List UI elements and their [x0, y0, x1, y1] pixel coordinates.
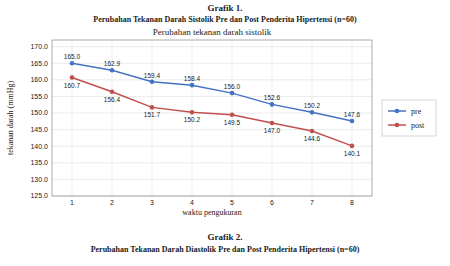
data-label: 150.2	[184, 116, 201, 123]
x-tick-label: 4	[190, 199, 194, 206]
data-label: 140.1	[344, 150, 361, 157]
grid-line-y	[52, 63, 372, 64]
data-label: 144.6	[304, 135, 321, 142]
data-label: 156.0	[224, 83, 241, 90]
data-label: 151.7	[144, 111, 161, 118]
series-point	[110, 68, 115, 73]
x-tick-label: 1	[70, 199, 74, 206]
series-point	[190, 83, 195, 88]
grid-line-x	[352, 40, 353, 196]
chart-title: Perubahan tekanan darah sistolik	[153, 27, 272, 37]
series-point	[190, 110, 195, 115]
series-point	[230, 91, 235, 96]
series-point	[350, 144, 355, 149]
page-subtitle: Perubahan Tekanan Darah Sistolik Pre dan…	[93, 15, 357, 24]
grid-line-x	[272, 40, 273, 196]
data-label: 150.2	[304, 102, 321, 109]
grid-line-y	[52, 96, 372, 97]
series-point	[230, 112, 235, 117]
grid-line-y	[52, 146, 372, 147]
series-point	[70, 75, 75, 80]
series-line	[72, 78, 352, 146]
series-point	[310, 110, 315, 115]
series-point	[150, 105, 155, 110]
page-title: Grafik 1.	[208, 3, 243, 13]
y-axis-label: tekanan darah (mmHg)	[6, 81, 15, 156]
legend-label: post	[411, 121, 425, 130]
data-label: 156.4	[104, 96, 121, 103]
legend-marker	[395, 123, 400, 128]
data-labels: 165.0 162.9 159.4 158.4 156.0 152.6 150.2 147.6…	[64, 53, 361, 157]
x-tick-label: 8	[350, 199, 354, 206]
x-tick-label: 2	[110, 199, 114, 206]
x-tick-label: 5	[230, 199, 234, 206]
series-point	[270, 102, 275, 107]
plot-area	[52, 40, 372, 196]
y-tick-label: 170.0	[30, 43, 48, 50]
x-tick-label: 6	[270, 199, 274, 206]
grid-line-x	[312, 40, 313, 196]
grid-line-y	[52, 129, 372, 130]
footer-text: Grafik 2.	[208, 232, 243, 242]
x-tick-label: 7	[310, 199, 314, 206]
data-label: 149.5	[224, 119, 241, 126]
grid-line-y	[52, 162, 372, 163]
chart: Grafik 1. Perubahan Tekanan Darah Sistoli…	[0, 0, 450, 266]
y-tick-label: 150.0	[30, 109, 48, 116]
grid	[52, 40, 372, 196]
y-tick-label: 155.0	[30, 93, 48, 100]
series-point	[110, 89, 115, 94]
y-tick-label: 165.0	[30, 60, 48, 67]
legend: pre post	[382, 100, 436, 136]
plot-frame	[52, 40, 372, 196]
data-label: 152.6	[264, 94, 281, 101]
y-tick-label: 135.0	[30, 159, 48, 166]
y-tick-label: 140.0	[30, 143, 48, 150]
data-label: 147.0	[264, 127, 281, 134]
series-point	[270, 121, 275, 126]
data-label: 159.4	[144, 72, 161, 79]
data-label: 147.6	[344, 111, 361, 118]
series-point	[70, 61, 75, 66]
series-point	[310, 129, 315, 134]
series-point	[150, 80, 155, 85]
series-line	[72, 63, 352, 121]
legend-label: pre	[411, 107, 422, 116]
data-label: 160.7	[64, 82, 81, 89]
grid-line-y	[52, 179, 372, 180]
legend-marker	[395, 109, 400, 114]
x-tick-label: 3	[150, 199, 154, 206]
data-label: 158.4	[184, 75, 201, 82]
marks	[70, 61, 355, 148]
y-tick-label: 160.0	[30, 76, 48, 83]
grid-line-y	[52, 46, 372, 47]
legend-box	[382, 100, 436, 136]
x-axis-label: waktu pengukuran	[182, 208, 241, 217]
y-tick-label: 130.0	[30, 176, 48, 183]
series-point	[350, 119, 355, 124]
grid-line-y	[52, 79, 372, 80]
data-label: 162.9	[104, 60, 121, 67]
footer-text: Perubahan Tekanan Darah Diastolik Pre da…	[91, 245, 360, 254]
data-label: 165.0	[64, 53, 81, 60]
y-tick-label: 145.0	[30, 126, 48, 133]
y-tick-label: 125.0	[30, 192, 48, 199]
